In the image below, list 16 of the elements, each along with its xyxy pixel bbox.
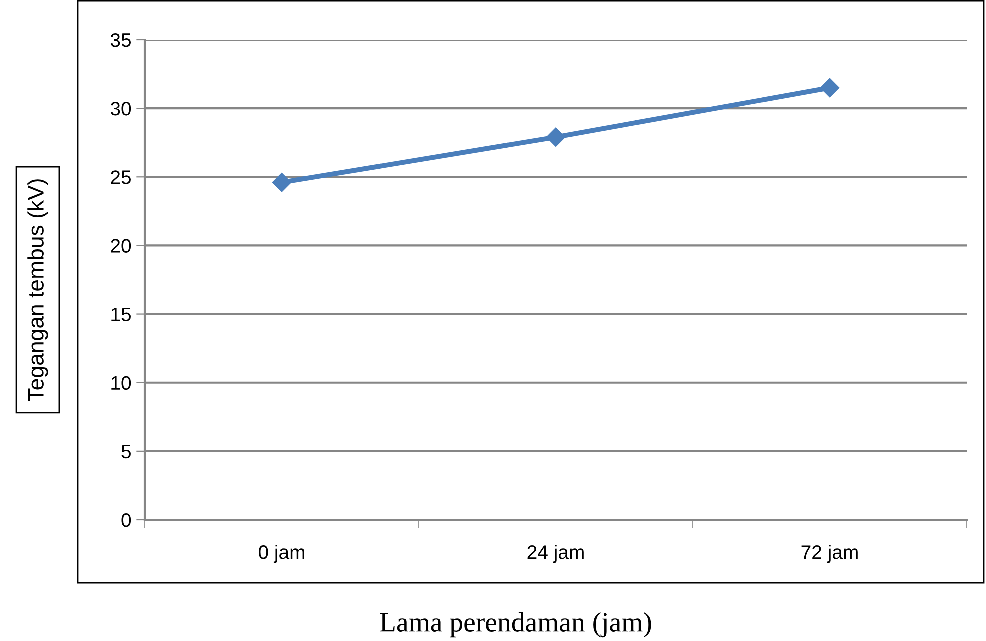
- y-axis-title: Tegangan tembus (kV): [28, 180, 48, 402]
- y-tick-label: 0: [122, 513, 132, 528]
- point: [820, 78, 840, 98]
- x-tick-label: 72 jam: [802, 545, 858, 564]
- y-tick-label: 5: [122, 445, 131, 459]
- x-axis-title: Lama perendaman (jam): [380, 612, 652, 638]
- y-tick-label: 30: [110, 102, 132, 116]
- x-tick-label: 24 jam: [528, 545, 584, 564]
- y-tick-label: 20: [111, 239, 132, 253]
- y-tick-label: 25: [111, 170, 131, 184]
- y-tick-label: 10: [112, 376, 132, 390]
- x-tick-label: 0 jam: [258, 545, 304, 564]
- y-tick-label: 35: [110, 33, 131, 48]
- point: [272, 173, 292, 192]
- point: [546, 128, 566, 147]
- y-tick-label: 15: [112, 308, 131, 322]
